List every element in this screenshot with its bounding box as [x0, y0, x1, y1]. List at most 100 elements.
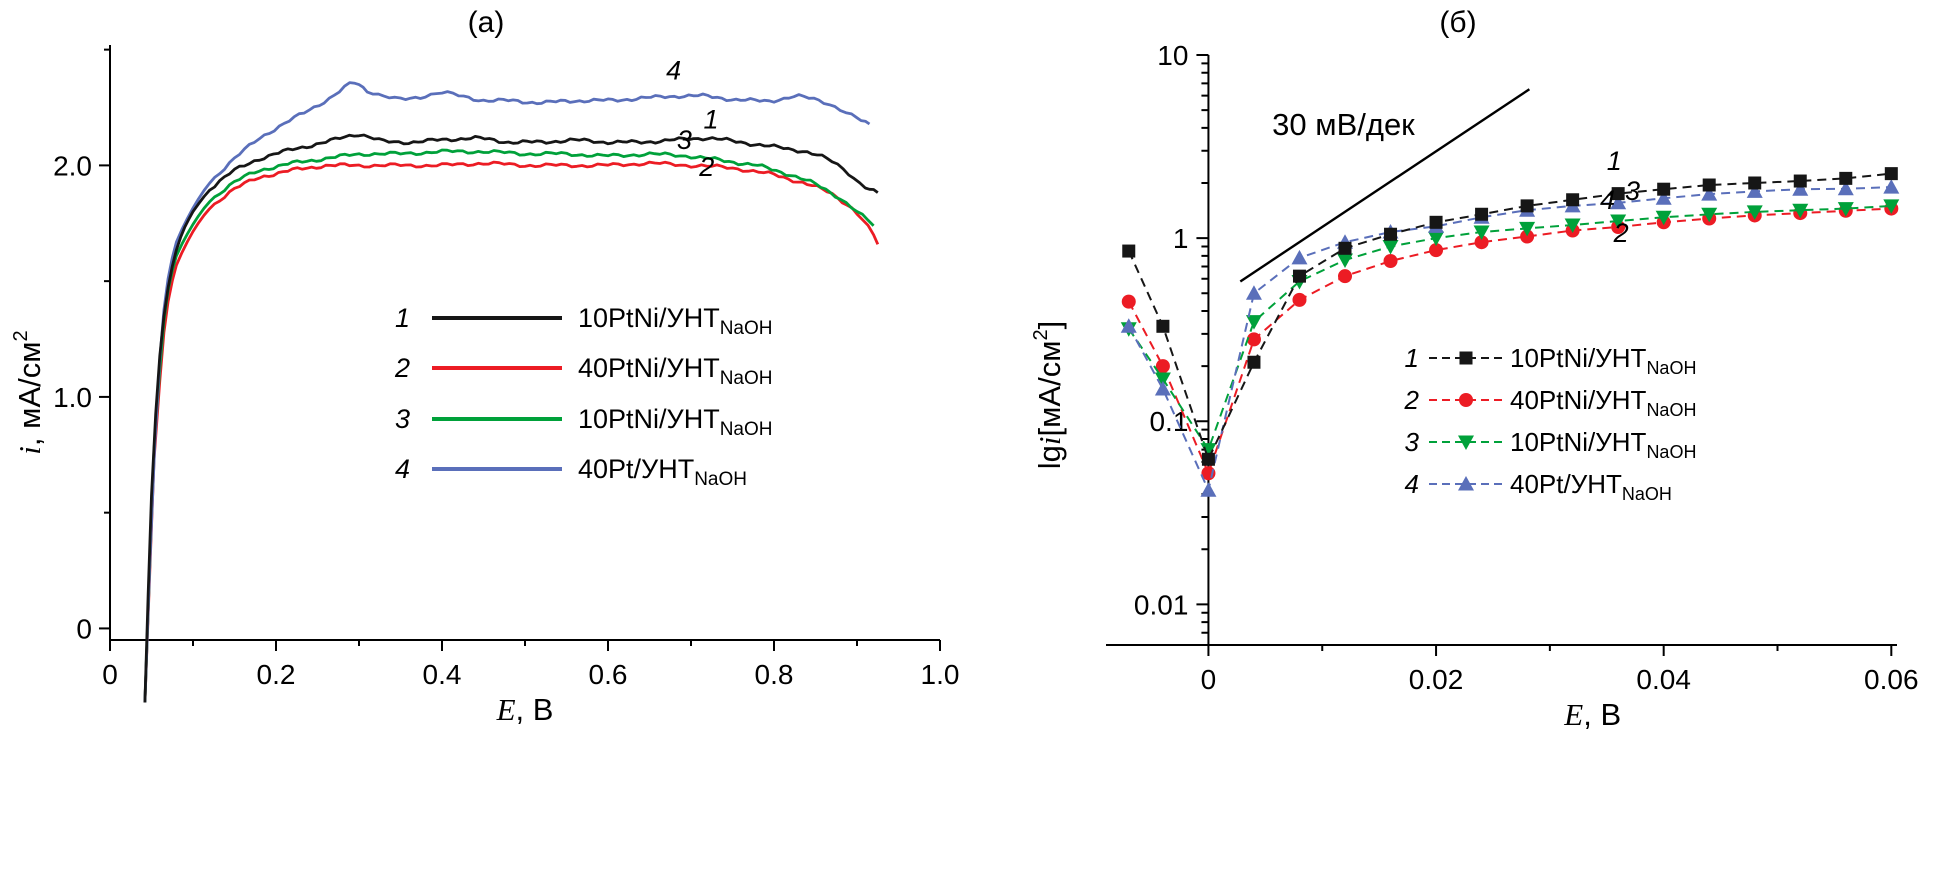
triangle-down-marker: [1154, 372, 1171, 388]
triangle-down-marker: [1428, 231, 1445, 247]
curve-number-label: 2: [1613, 218, 1629, 248]
panel-a-chart: 0 0.2 0.4 0.6 0.8 1.001.02.0E, Вi, мА/см24132…: [10, 45, 959, 727]
triangle-down-marker: [1245, 315, 1262, 330]
legend-number: 4: [1405, 469, 1419, 499]
triangle-down-marker: [1337, 253, 1354, 268]
panel-b-axes: [1106, 54, 1897, 656]
legend-label: 40PtNi/УНТNaOH: [1510, 385, 1696, 420]
triangle-up-marker: [1154, 381, 1171, 396]
square-marker: [1247, 355, 1261, 369]
x-tick-label: 0: [102, 659, 118, 690]
triangle-down-marker: [1746, 205, 1763, 220]
circle-marker: [1459, 393, 1473, 407]
x-tick-label: 0.06: [1864, 664, 1919, 695]
tafel-slope-label: 30 мВ/дек: [1272, 107, 1415, 142]
triangle-up-marker: [1746, 183, 1763, 198]
curve-2: [143, 160, 880, 703]
circle-marker: [1338, 269, 1353, 284]
legend-label: 10PtNi/УНТNaOH: [1510, 427, 1696, 462]
curve-number-label: 1: [703, 104, 718, 134]
triangle-up-marker: [1245, 285, 1262, 300]
square-marker: [1384, 227, 1398, 241]
square-marker: [1793, 174, 1807, 188]
circle-marker: [1520, 229, 1535, 244]
y-tick-label: 0.01: [1134, 589, 1189, 620]
square-marker: [1459, 351, 1473, 365]
square-marker: [1156, 319, 1170, 333]
series-line-3: [1127, 204, 1892, 452]
triangle-down-marker: [1837, 202, 1854, 217]
panel-b-legend: 1 10PtNi/УНТNaOH 2 40PtNi/УНТNaOH 3 10PtNi/УН…: [1404, 343, 1697, 504]
square-marker: [1201, 452, 1215, 466]
x-tick-label: 0.4: [423, 659, 462, 690]
y-axis-title: i, мА/см2: [10, 330, 47, 454]
square-marker: [1429, 215, 1443, 229]
series-markers-2: [1121, 201, 1899, 481]
square-marker: [1566, 193, 1580, 207]
series-markers-3: [1120, 199, 1900, 458]
square-marker: [1611, 187, 1625, 201]
curve-4: [143, 81, 871, 703]
legend-number: 3: [395, 404, 410, 434]
circle-marker: [1474, 235, 1489, 250]
curve-number-label: 4: [666, 56, 681, 86]
triangle-down-marker: [1655, 210, 1672, 226]
tafel-slope-line: [1239, 88, 1531, 283]
legend-label: 10PtNi/УНТNaOH: [1510, 343, 1696, 378]
series-line-2: [1127, 207, 1892, 477]
legend-number: 3: [1405, 427, 1420, 457]
square-marker: [1884, 167, 1898, 181]
legend-number: 1: [395, 303, 410, 333]
triangle-up-marker: [1458, 476, 1474, 491]
y-tick-label: 1: [1173, 223, 1189, 254]
square-marker: [1475, 207, 1489, 221]
triangle-down-marker: [1519, 221, 1536, 237]
x-tick-label: 0.02: [1409, 664, 1464, 695]
legend-label: 40Pt/УНТNaOH: [1510, 469, 1672, 504]
y-tick-label: 10: [1157, 40, 1188, 71]
triangle-up-marker: [1883, 179, 1900, 194]
square-marker: [1520, 199, 1534, 213]
triangle-up-marker: [1291, 249, 1308, 265]
curve-number-label: 3: [1625, 176, 1640, 206]
curve-3: [143, 148, 875, 703]
legend-label: 40Pt/УНТNaOH: [578, 454, 747, 490]
triangle-up-marker: [1701, 186, 1718, 201]
curve-number-label: 1: [1607, 146, 1622, 176]
series-markers-1: [1122, 167, 1898, 466]
triangle-down-marker: [1883, 199, 1900, 214]
curve-number-label: 3: [677, 125, 692, 155]
triangle-down-marker: [1701, 207, 1718, 223]
y-tick-label: 1.0: [53, 382, 92, 413]
x-tick-label: 0.6: [589, 659, 628, 690]
square-marker: [1702, 178, 1716, 192]
series-line-1: [1127, 172, 1892, 462]
panel-a-title: (а): [467, 6, 505, 39]
triangle-down-marker: [1564, 218, 1581, 233]
circle-marker: [1383, 254, 1398, 269]
triangle-down-marker: [1610, 214, 1627, 230]
legend-label: 10PtNi/УНТNaOH: [578, 404, 772, 440]
panel-a-axes: [99, 45, 941, 651]
x-axis-title: E, В: [1563, 697, 1621, 732]
triangle-up-marker: [1610, 194, 1627, 210]
square-marker: [1839, 171, 1853, 185]
triangle-up-marker: [1120, 318, 1137, 333]
circle-marker: [1292, 292, 1307, 307]
square-marker: [1122, 244, 1136, 258]
x-tick-label: 0.8: [755, 659, 794, 690]
legend-label: 40PtNi/УНТNaOH: [578, 353, 772, 389]
y-axis-title: lgi[мА/см2]: [1030, 321, 1067, 470]
curve-1: [143, 133, 879, 703]
triangle-down-marker: [1792, 203, 1809, 219]
triangle-down-marker: [1473, 225, 1490, 241]
y-tick-label: 2.0: [53, 150, 92, 181]
legend-number: 1: [1405, 343, 1419, 373]
x-tick-label: 0: [1201, 664, 1217, 695]
triangle-up-marker: [1792, 181, 1809, 196]
y-tick-label: 0: [76, 613, 92, 644]
triangle-down-marker: [1458, 435, 1474, 450]
x-tick-label: 0.2: [257, 659, 296, 690]
